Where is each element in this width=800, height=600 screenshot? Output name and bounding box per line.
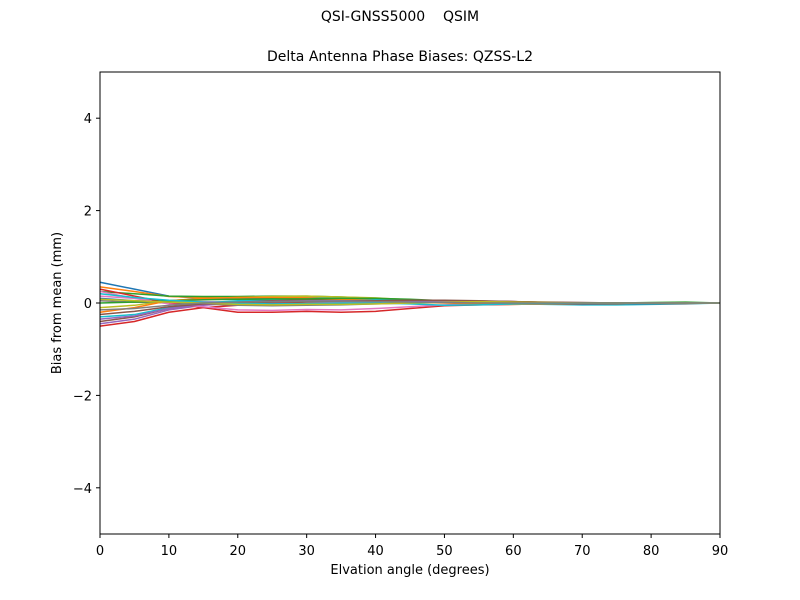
- series-line-20: [99, 300, 720, 311]
- ticks-layer: 0 10 20 30 40 50 60 70 80 90 −4 −2 0 2 4: [73, 112, 728, 559]
- x-tick-label: 0: [96, 544, 104, 559]
- x-tick-label: 30: [298, 544, 315, 559]
- x-axis-label: Elvation angle (degrees): [330, 563, 489, 578]
- x-tick-label: 40: [367, 544, 384, 559]
- chart-title: Delta Antenna Phase Biases: QZSS-L2: [267, 49, 533, 65]
- y-tick-label: 2: [84, 205, 92, 220]
- series-layer: [99, 281, 721, 327]
- figure-suptitle: QSI-GNSS5000 QSIM: [320, 9, 480, 25]
- x-tick-label: 20: [230, 544, 247, 559]
- x-tick-label: 80: [643, 544, 660, 559]
- y-tick-label: −2: [73, 389, 92, 404]
- x-tick-label: 70: [574, 544, 591, 559]
- x-tick-label: 90: [712, 544, 729, 559]
- x-tick-label: 60: [505, 544, 522, 559]
- y-tick-label: 0: [84, 297, 92, 312]
- x-tick-label: 50: [436, 544, 453, 559]
- y-tick-label: 4: [84, 112, 92, 127]
- y-tick-label: −4: [73, 482, 92, 497]
- x-tick-label: 10: [161, 544, 178, 559]
- y-axis-label: Bias from mean (mm): [50, 232, 65, 374]
